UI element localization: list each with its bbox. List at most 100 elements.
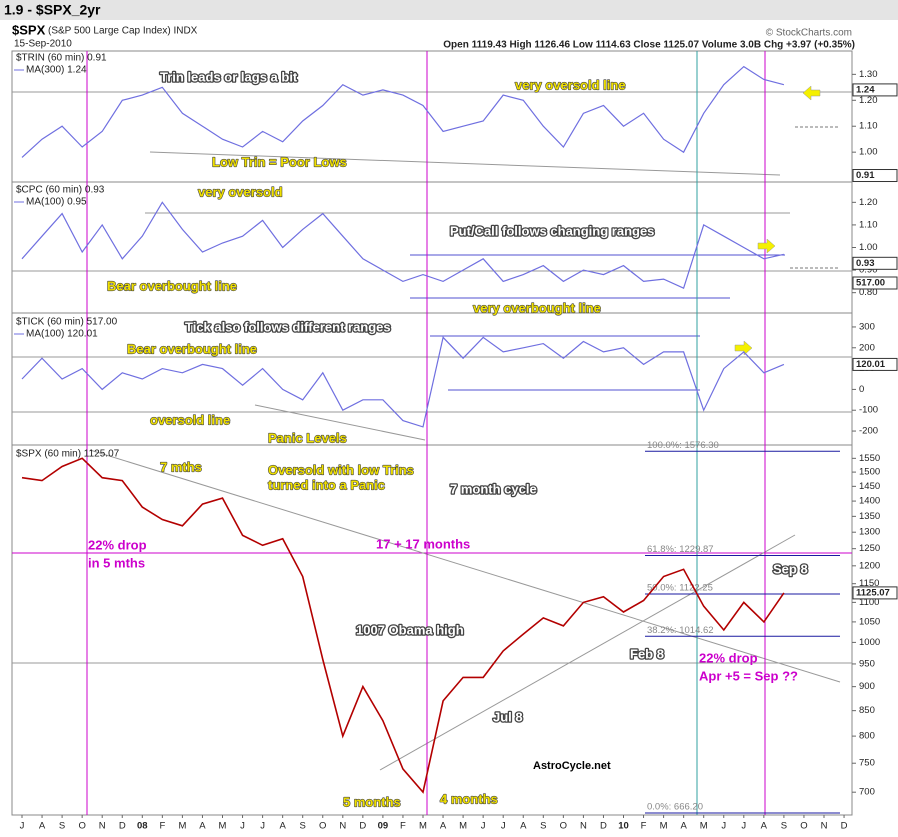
x-tick-label: J <box>260 821 265 832</box>
annotation: Bear overbought line <box>127 341 257 356</box>
annotation: 5 months <box>343 794 401 809</box>
x-tick-label: A <box>761 821 768 832</box>
last-value-box <box>852 357 898 371</box>
symbol-name: (S&P 500 Large Cap Index) INDX <box>48 26 198 37</box>
y-tick-label: 1200 <box>859 560 880 571</box>
annotation: Oversold with low Trins <box>268 462 414 477</box>
x-tick-label: M <box>419 821 427 832</box>
ma-legend: MA(300) 1.24 <box>26 65 87 76</box>
x-tick-label: A <box>520 821 527 832</box>
x-tick-label: F <box>641 821 647 832</box>
x-tick-label: N <box>99 821 106 832</box>
y-tick-label: 850 <box>859 705 875 716</box>
x-tick-label: 09 <box>378 821 389 832</box>
ma-legend: MA(100) 0.95 <box>26 197 87 208</box>
annotation: 22% drop <box>699 650 758 665</box>
y-tick-label: 1150 <box>859 578 879 589</box>
x-tick-label: S <box>59 821 65 832</box>
legend: $CPC (60 min) 0.93 <box>16 185 105 196</box>
annotation: Sep 8 <box>773 561 808 576</box>
y-tick-label: 800 <box>859 731 875 742</box>
last-value-box <box>852 83 898 97</box>
x-tick-label: M <box>700 821 708 832</box>
x-tick-label: S <box>781 821 787 832</box>
y-tick-label: 950 <box>859 658 875 669</box>
last-value-label: 1125.07 <box>856 587 890 598</box>
chart-date: 15-Sep-2010 <box>14 39 72 50</box>
y-tick-label: 1.20 <box>859 95 878 106</box>
quote: Open 1119.43 High 1126.46 Low 1114.63 Cl… <box>443 40 855 51</box>
x-tick-label: D <box>359 821 366 832</box>
y-tick-label: 200 <box>859 342 875 353</box>
annotation: AstroCycle.net <box>533 760 611 772</box>
x-tick-label: 08 <box>137 821 148 832</box>
annotation: very overbought line <box>473 300 601 315</box>
last-value-box <box>852 586 898 600</box>
annotation: 22% drop <box>88 537 147 552</box>
annotation: 17 + 17 months <box>376 536 470 551</box>
y-tick-label: 1100 <box>859 597 879 608</box>
series-line <box>21 65 785 158</box>
last-value-box <box>852 276 898 290</box>
reference-lines <box>12 51 852 815</box>
legend: $TRIN (60 min) 0.91 <box>16 53 107 64</box>
y-tick-label: 0 <box>859 384 864 395</box>
x-tick-label: F <box>400 821 406 832</box>
annotation: Trin leads or lags a bit <box>160 69 298 84</box>
y-tick-label: 1050 <box>859 616 880 627</box>
last-value-label: 517.00 <box>856 278 885 289</box>
x-tick-label: O <box>78 821 85 832</box>
y-tick-label: 1000 <box>859 637 880 648</box>
series-line <box>21 457 785 794</box>
annotation: Apr +5 = Sep ?? <box>699 668 798 683</box>
y-tick-label: 0.80 <box>859 287 878 298</box>
annotation: 1007 Obama high <box>356 622 464 637</box>
x-tick-label: N <box>821 821 828 832</box>
y-tick-label: 1.30 <box>859 69 878 80</box>
last-value-label: 1.24 <box>856 84 875 95</box>
window-title: 1.9 - $SPX_2yr <box>4 2 101 18</box>
y-tick-label: 900 <box>859 681 875 692</box>
x-tick-label: M <box>459 821 467 832</box>
series-line <box>21 201 785 290</box>
x-tick-label: A <box>440 821 447 832</box>
x-tick-label: F <box>159 821 165 832</box>
x-tick-label: J <box>481 821 486 832</box>
x-tick-label: 10 <box>618 821 629 832</box>
y-tick-label: 1450 <box>859 481 880 492</box>
annotation: turned into a Panic <box>268 477 385 492</box>
last-value-label: 0.93 <box>856 258 875 269</box>
y-tick-label: 300 <box>859 321 875 332</box>
y-tick-label: 1550 <box>859 453 880 464</box>
x-tick-label: D <box>119 821 126 832</box>
y-tick-label: 1.10 <box>859 219 878 230</box>
plot: 1.00 1.10 1.20 1.30 $TRIN (60 min) 0.91MA(30… <box>14 53 898 832</box>
annotation: Bear overbought line <box>107 278 237 293</box>
annotation: Panic Levels <box>268 430 347 445</box>
x-tick-label: S <box>540 821 546 832</box>
fib-label: 50.0%: 1122.25 <box>647 582 713 593</box>
fib-label: 100.0%: 1576.30 <box>647 440 719 451</box>
fib-label: 0.0%: 666.20 <box>647 801 703 812</box>
symbol: $SPX <box>12 22 46 37</box>
x-tick-label: D <box>600 821 607 832</box>
x-tick-label: M <box>178 821 186 832</box>
last-value-box <box>852 169 898 183</box>
annotation: Put/Call follows changing ranges <box>450 223 654 238</box>
annotation: oversold line <box>150 412 230 427</box>
last-value-box <box>852 256 898 270</box>
arrows <box>734 85 821 356</box>
last-value-label: 0.91 <box>856 170 875 181</box>
y-tick-label: -200 <box>859 426 878 437</box>
y-tick-label: -100 <box>859 405 878 416</box>
last-value-label: 120.01 <box>856 359 886 370</box>
annotation: 7 month cycle <box>450 481 537 496</box>
x-tick-label: J <box>721 821 726 832</box>
frames <box>11 50 853 816</box>
fib-label: 38.2%: 1014.62 <box>647 625 714 636</box>
x-tick-label: S <box>300 821 306 832</box>
x-tick-label: A <box>199 821 206 832</box>
y-tick-label: 700 <box>859 787 875 798</box>
x-tick-label: O <box>800 821 807 832</box>
